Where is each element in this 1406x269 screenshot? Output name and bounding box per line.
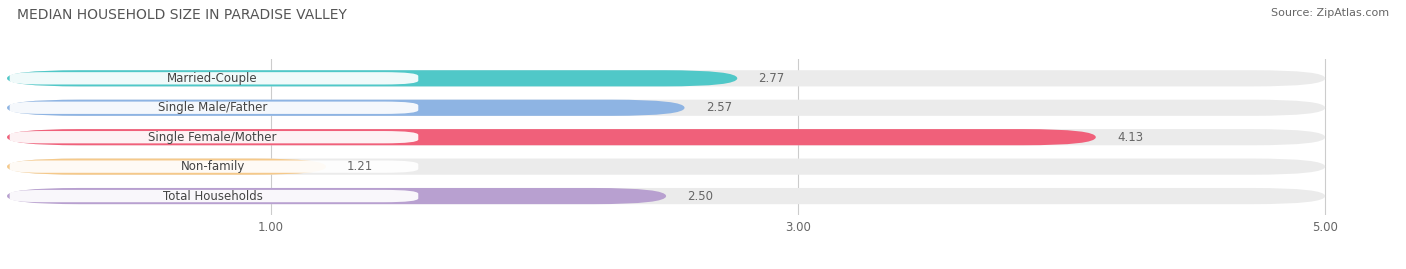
FancyBboxPatch shape (7, 158, 1324, 175)
FancyBboxPatch shape (10, 161, 418, 173)
FancyBboxPatch shape (7, 188, 1324, 204)
Text: Single Female/Mother: Single Female/Mother (149, 131, 277, 144)
FancyBboxPatch shape (7, 100, 1324, 116)
FancyBboxPatch shape (7, 129, 1324, 145)
Text: 2.77: 2.77 (758, 72, 785, 85)
FancyBboxPatch shape (10, 190, 418, 202)
FancyBboxPatch shape (7, 100, 685, 116)
FancyBboxPatch shape (10, 102, 418, 114)
FancyBboxPatch shape (10, 131, 418, 143)
Text: Married-Couple: Married-Couple (167, 72, 257, 85)
Text: Source: ZipAtlas.com: Source: ZipAtlas.com (1271, 8, 1389, 18)
FancyBboxPatch shape (7, 188, 666, 204)
Text: Non-family: Non-family (180, 160, 245, 173)
FancyBboxPatch shape (7, 129, 1095, 145)
Text: MEDIAN HOUSEHOLD SIZE IN PARADISE VALLEY: MEDIAN HOUSEHOLD SIZE IN PARADISE VALLEY (17, 8, 347, 22)
FancyBboxPatch shape (10, 72, 418, 84)
FancyBboxPatch shape (7, 70, 737, 86)
FancyBboxPatch shape (7, 70, 1324, 86)
Text: 4.13: 4.13 (1116, 131, 1143, 144)
Text: 2.57: 2.57 (706, 101, 731, 114)
Text: Total Households: Total Households (163, 190, 263, 203)
Text: Single Male/Father: Single Male/Father (157, 101, 267, 114)
FancyBboxPatch shape (7, 158, 326, 175)
Text: 1.21: 1.21 (347, 160, 374, 173)
Text: 2.50: 2.50 (688, 190, 713, 203)
